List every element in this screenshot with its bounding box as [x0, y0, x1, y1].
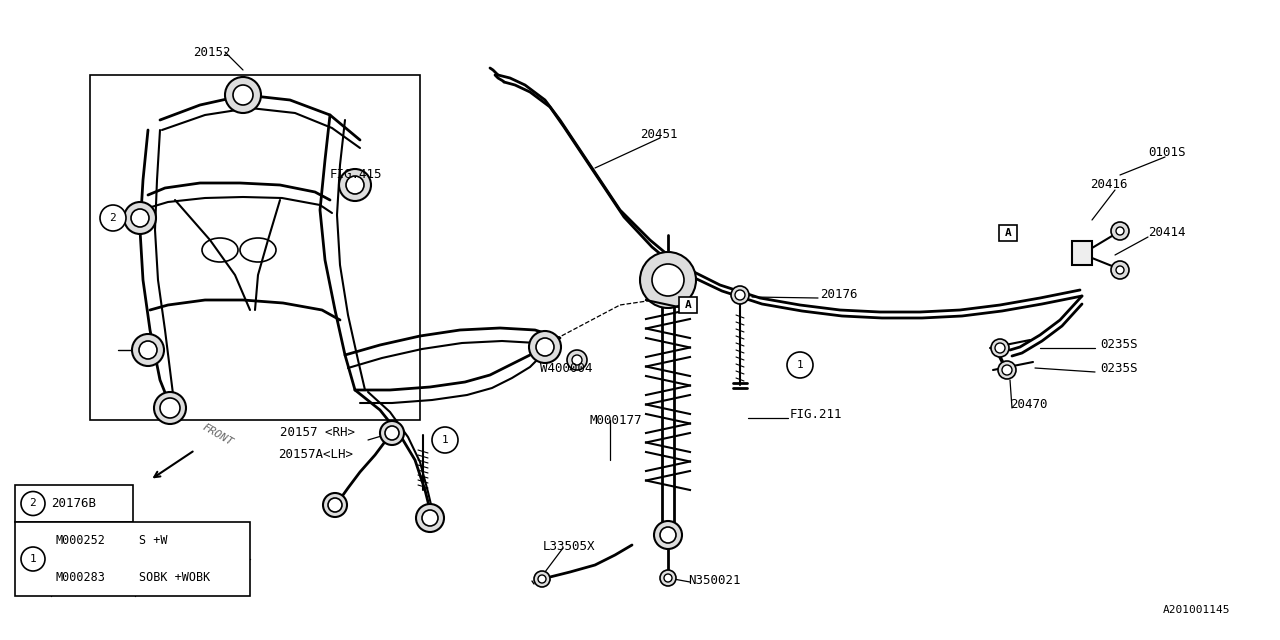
Circle shape	[664, 574, 672, 582]
Circle shape	[132, 334, 164, 366]
Text: M000283: M000283	[55, 571, 105, 584]
Circle shape	[140, 341, 157, 359]
Circle shape	[124, 202, 156, 234]
Text: 20416: 20416	[1091, 179, 1128, 191]
Circle shape	[538, 575, 547, 583]
Text: FIG.415: FIG.415	[330, 168, 383, 182]
Circle shape	[1111, 222, 1129, 240]
Text: A: A	[685, 300, 691, 310]
Circle shape	[416, 504, 444, 532]
Circle shape	[1116, 266, 1124, 274]
Circle shape	[660, 527, 676, 543]
Text: 1: 1	[29, 554, 36, 564]
Text: W400004: W400004	[540, 362, 593, 374]
Circle shape	[233, 85, 253, 105]
Circle shape	[534, 571, 550, 587]
Circle shape	[339, 169, 371, 201]
Text: M000252: M000252	[55, 534, 105, 547]
Circle shape	[652, 264, 684, 296]
Bar	[15, 522, 250, 596]
Circle shape	[787, 352, 813, 378]
Text: A: A	[1005, 228, 1011, 238]
Bar	[1073, 241, 1092, 265]
Circle shape	[20, 492, 45, 515]
Bar	[15, 485, 133, 522]
Text: M000177: M000177	[590, 413, 643, 426]
Text: 0235S: 0235S	[1100, 362, 1138, 374]
Circle shape	[529, 331, 561, 363]
Text: 0101S: 0101S	[1148, 145, 1185, 159]
Text: 1: 1	[442, 435, 448, 445]
Text: 2: 2	[110, 213, 116, 223]
Text: FIG.211: FIG.211	[790, 408, 842, 422]
Circle shape	[654, 521, 682, 549]
Text: 2: 2	[29, 499, 36, 509]
Circle shape	[154, 392, 186, 424]
Text: 20157 <RH>: 20157 <RH>	[280, 426, 355, 438]
Circle shape	[1111, 261, 1129, 279]
Circle shape	[660, 570, 676, 586]
Circle shape	[380, 421, 404, 445]
Circle shape	[735, 290, 745, 300]
Text: S +W: S +W	[140, 534, 168, 547]
Bar	[90, 75, 420, 420]
Text: 20451: 20451	[640, 129, 677, 141]
Circle shape	[731, 286, 749, 304]
Circle shape	[536, 338, 554, 356]
Circle shape	[1002, 365, 1012, 375]
Text: 20157A<LH>: 20157A<LH>	[278, 447, 353, 461]
Text: 20414: 20414	[1148, 225, 1185, 239]
Circle shape	[433, 427, 458, 453]
Circle shape	[991, 339, 1009, 357]
Circle shape	[160, 398, 180, 418]
Circle shape	[567, 350, 588, 370]
Text: 20152: 20152	[193, 45, 230, 58]
Circle shape	[572, 355, 582, 365]
Bar	[678, 297, 698, 313]
Text: 20176B: 20176B	[51, 497, 96, 510]
Circle shape	[131, 209, 148, 227]
Circle shape	[346, 176, 364, 194]
Circle shape	[995, 343, 1005, 353]
Text: L33505X: L33505X	[543, 541, 595, 554]
Circle shape	[385, 426, 399, 440]
Circle shape	[100, 205, 125, 231]
Circle shape	[323, 493, 347, 517]
Circle shape	[998, 361, 1016, 379]
Circle shape	[640, 252, 696, 308]
Circle shape	[1116, 227, 1124, 235]
Text: A201001145: A201001145	[1162, 605, 1230, 615]
Circle shape	[225, 77, 261, 113]
Text: SOBK +WOBK: SOBK +WOBK	[140, 571, 210, 584]
Bar	[998, 225, 1018, 241]
Text: N350021: N350021	[689, 575, 741, 588]
Text: 20470: 20470	[1010, 399, 1047, 412]
Circle shape	[328, 498, 342, 512]
Circle shape	[20, 547, 45, 571]
Circle shape	[422, 510, 438, 526]
Text: FRONT: FRONT	[200, 422, 234, 448]
Text: 20176: 20176	[820, 289, 858, 301]
Text: 1: 1	[796, 360, 804, 370]
Text: 0235S: 0235S	[1100, 339, 1138, 351]
